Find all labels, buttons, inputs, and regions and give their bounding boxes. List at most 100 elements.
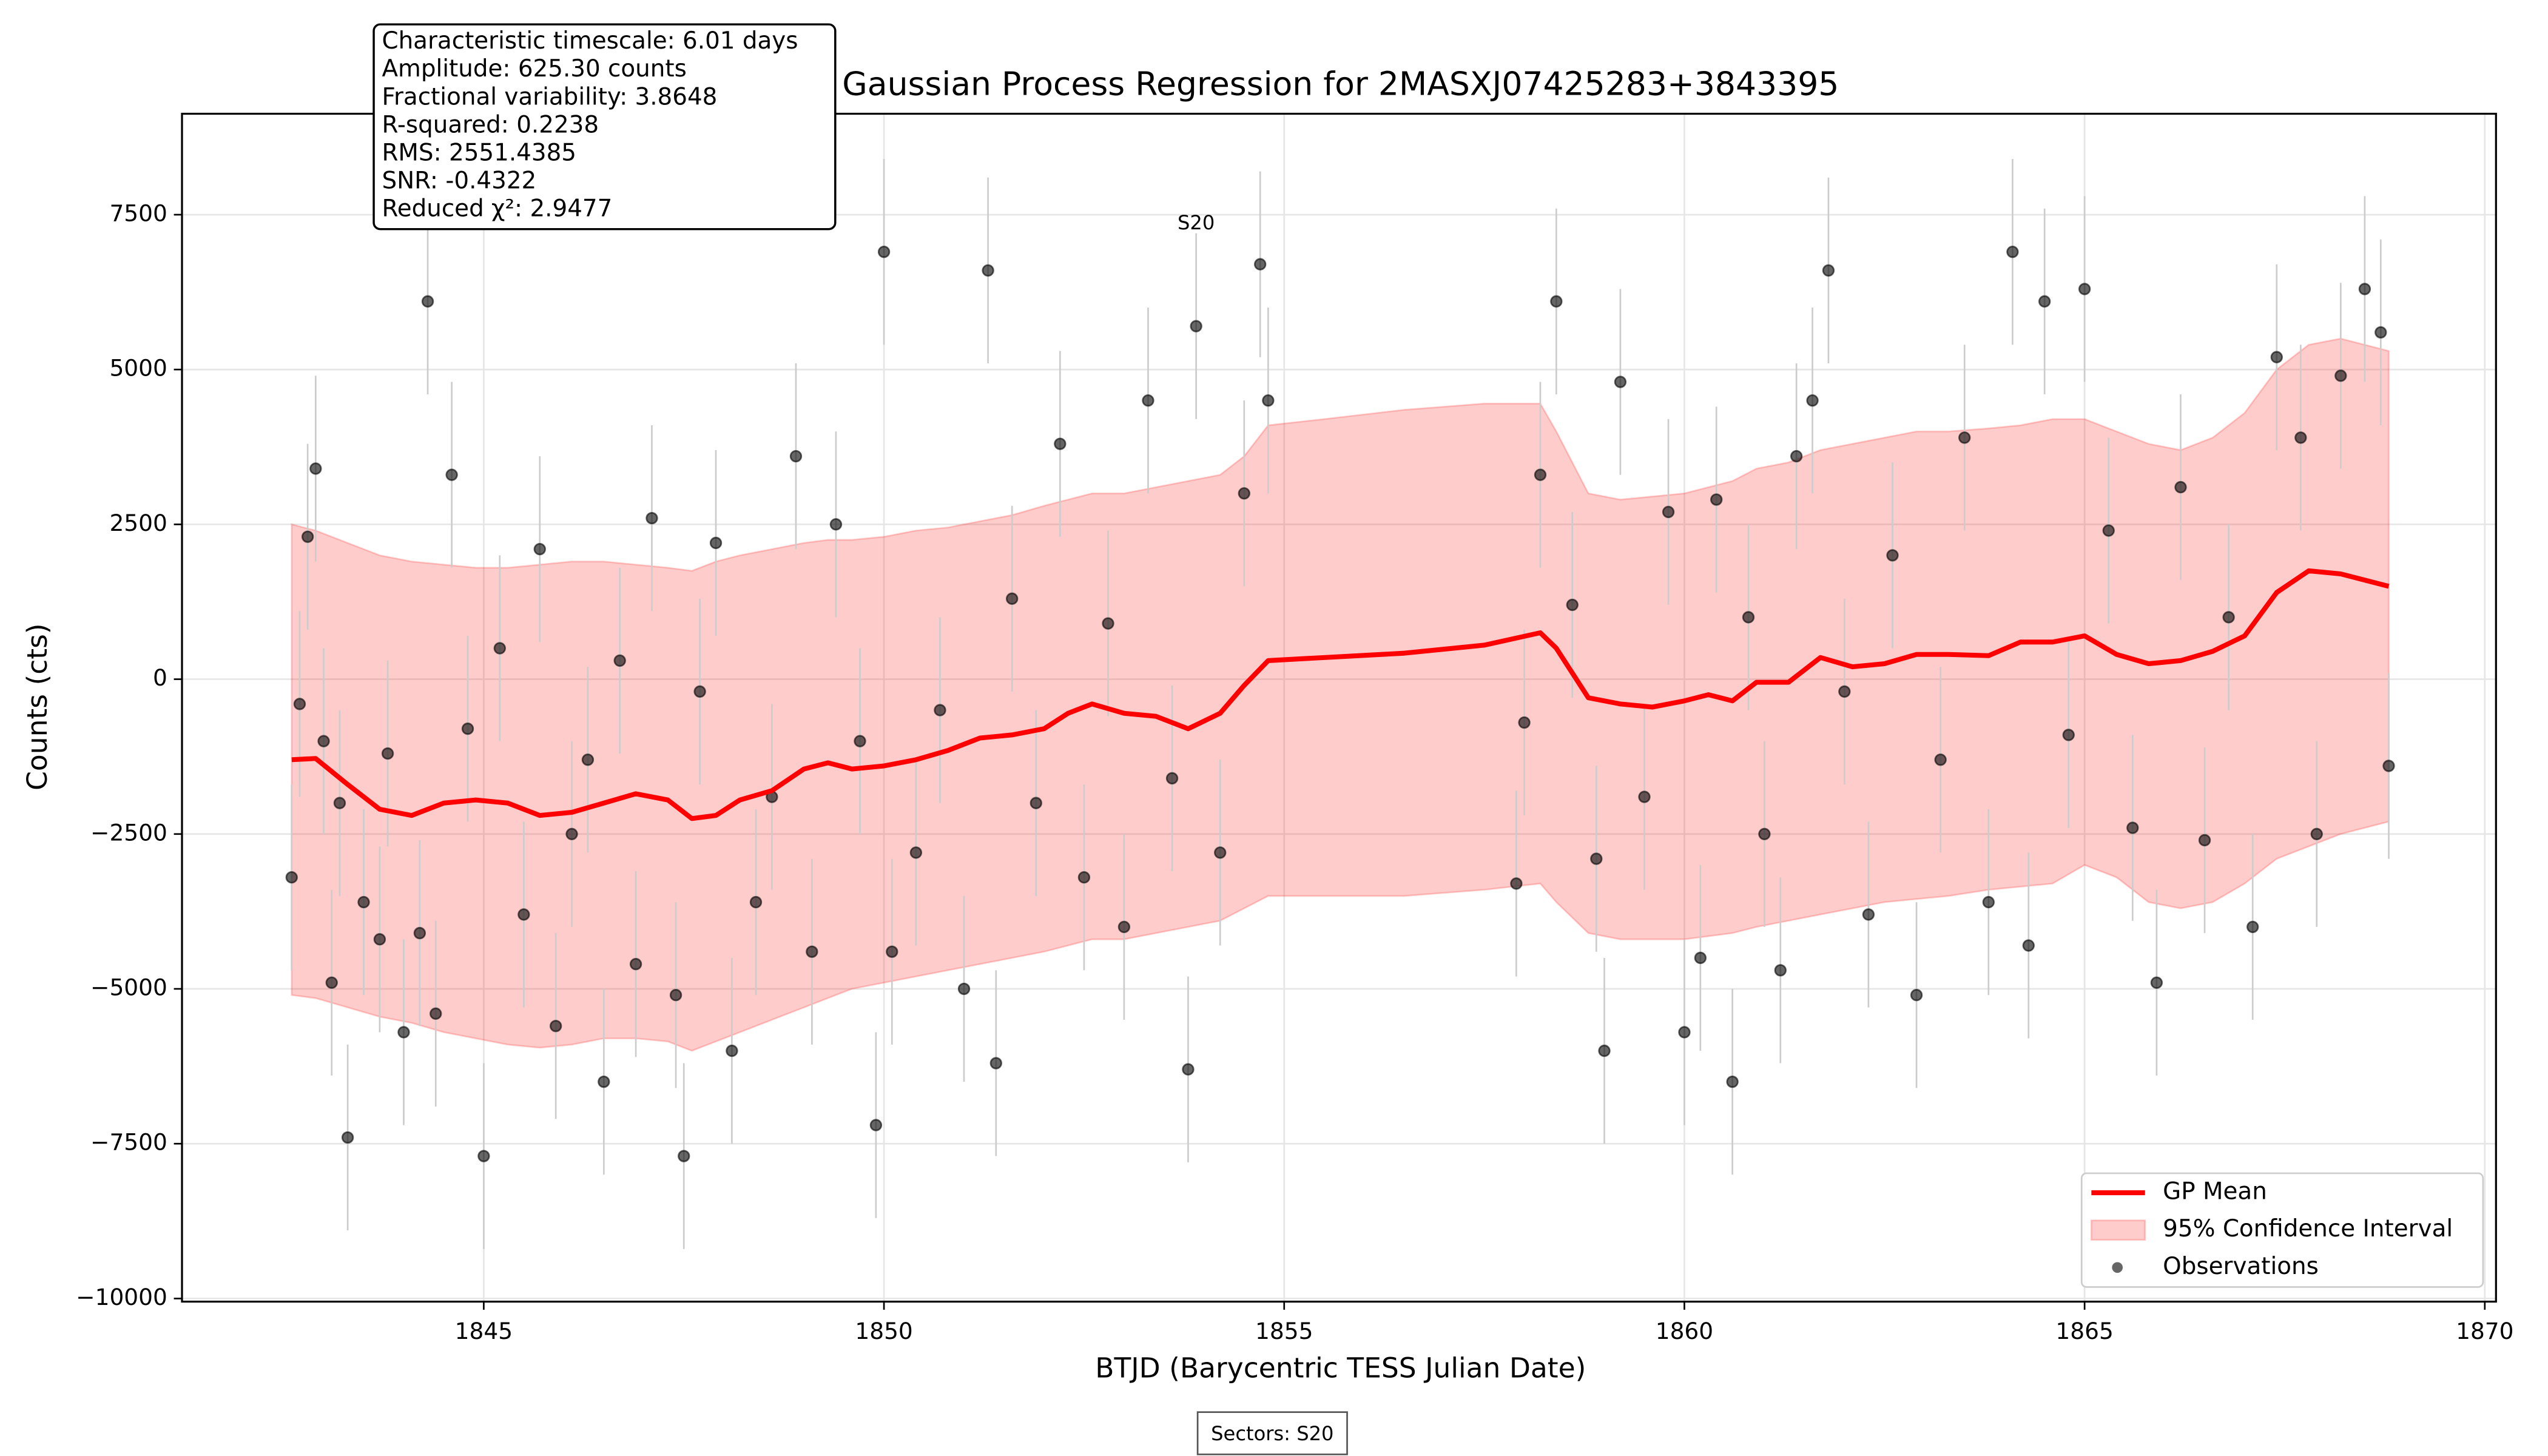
axes-frame [181,112,2497,1303]
observation [2334,369,2347,382]
stats-line: RMS: 2551.4385 [382,139,576,166]
observation [1742,611,1755,624]
observation [1614,376,1627,388]
plot-area: 1845 1850 1855 1860 1865 1870 −10000 −7500 −5000… [76,112,2514,1344]
observation [1165,772,1179,785]
observation [1822,264,1835,277]
observation [325,976,338,989]
stats-line: Characteristic timescale: 6.01 days [382,27,798,55]
observation [2270,351,2283,363]
x-tick-label: 1865 [2055,1318,2113,1344]
observation [2310,827,2323,840]
observation [477,1150,490,1162]
observation [293,698,306,710]
observation [430,1007,442,1020]
y-tick-label: 2500 [109,510,167,536]
observation [1550,295,1563,308]
stats-line: Amplitude: 625.30 counts [382,55,686,83]
observation [982,264,994,277]
observation [1726,1075,1739,1088]
observation [1678,1026,1691,1039]
observation [2078,283,2091,295]
observation [877,245,891,258]
footer-box [1196,1411,1348,1455]
observation [1598,1044,1611,1057]
observation [301,530,314,543]
observation [909,846,923,859]
observation [2062,729,2075,741]
observation [1102,617,1114,630]
observation [1694,951,1707,965]
observation [2198,834,2211,847]
observation [1182,1063,1195,1076]
observation [2174,480,2187,494]
observation [1590,852,1603,865]
observation [2126,821,2139,834]
y-axis-label: Counts (cts) [21,623,53,790]
observation [357,895,370,909]
observation [381,747,394,760]
legend-label: GP Mean [2163,1178,2267,1205]
observation [886,945,898,958]
x-tick-label: 1860 [1656,1318,1713,1344]
observation [533,542,546,556]
observation [1638,790,1651,803]
observation [1142,394,1154,407]
observation [1030,797,1042,809]
observation [854,735,866,747]
chart-title: Gaussian Process Regression for 2MASXJ07… [842,65,1839,103]
observation [397,1026,410,1039]
legend-frame [2080,1172,2484,1288]
observation [829,518,843,531]
observation [493,642,506,655]
observation [565,827,578,840]
observation [1238,487,1250,500]
observation [726,1044,738,1057]
y-tick-label: −10000 [76,1284,167,1310]
observation [1262,394,1275,407]
data-layer [285,159,2395,1249]
observation [581,753,595,766]
observation [2358,283,2371,295]
observation [333,797,346,809]
observation [341,1131,354,1144]
axes: 1845 1850 1855 1860 1865 1870 −10000 −7500 −5000… [76,112,2514,1344]
observation [645,511,658,525]
y-tick-label: 7500 [109,200,167,226]
observation [445,468,458,481]
legend: GP Mean 95% Confidence Interval Observatio… [2080,1172,2484,1288]
observation [1838,685,1851,698]
observation [1662,505,1675,519]
y-tick-label: −7500 [90,1129,167,1156]
observation [693,685,706,698]
observation [1214,846,1227,859]
observation [2374,326,2387,339]
observation [1190,320,1202,332]
x-tick-label: 1870 [2456,1318,2513,1344]
observation [2222,611,2235,624]
observation [1862,908,1875,921]
observation [1790,450,1803,463]
x-tick-label: 1855 [1255,1318,1313,1344]
gp-mean-line [291,568,2390,821]
observation [1518,716,1531,729]
x-tick-label: 1850 [855,1318,912,1344]
observation [309,462,322,475]
observation [1910,989,1923,1002]
stats-line: Reduced χ²: 2.9477 [382,195,612,223]
stats-line: SNR: -0.4322 [382,167,536,195]
observation [1006,592,1019,605]
observation [1117,920,1131,934]
observation [1982,895,1995,909]
observation [1758,827,1771,840]
y-tick-label: 5000 [109,355,167,382]
observation [373,933,386,946]
legend-swatch [2112,1262,2123,1273]
legend-label: 95% Confidence Interval [2163,1215,2453,1242]
observation [598,1075,610,1088]
observation [749,895,763,909]
observation [1254,258,1267,271]
observation [1510,877,1523,890]
observation [2246,920,2259,934]
